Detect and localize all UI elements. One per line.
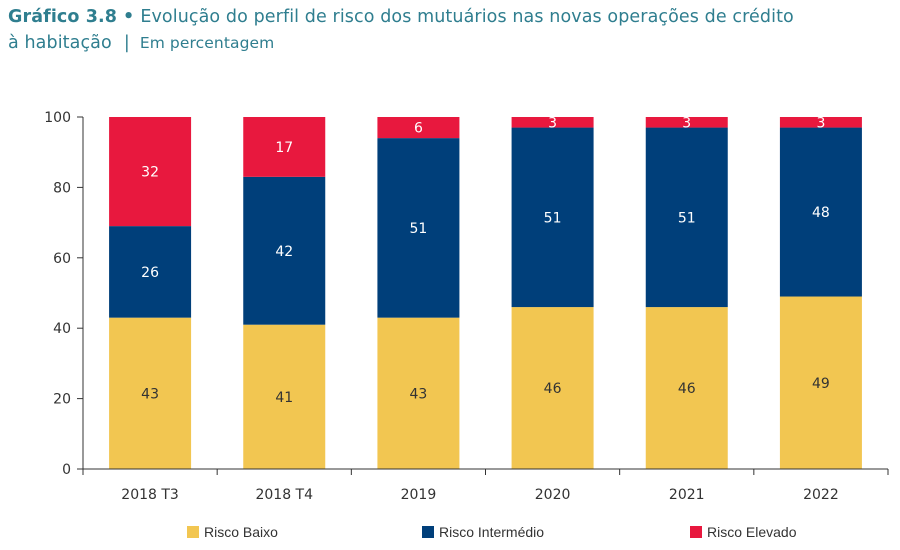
bar-segment (779, 296, 862, 469)
legend-label: Risco Intermédio (439, 524, 544, 540)
legend-label: Risco Baixo (204, 524, 278, 540)
bar-segment (377, 117, 460, 139)
bar-segment (109, 117, 192, 227)
bar-value-label: 3 (548, 115, 557, 131)
y-tick-label: 100 (44, 110, 71, 126)
bar-segment (645, 307, 728, 469)
bar-value-label: 42 (275, 244, 293, 260)
bar-value-label: 46 (678, 381, 696, 397)
bar-value-label: 51 (544, 210, 562, 226)
chart-number: Gráfico 3.8 (8, 7, 118, 27)
y-tick-label: 0 (62, 462, 71, 478)
bar-segment (109, 317, 192, 469)
y-tick-label: 60 (53, 251, 71, 267)
x-category-label: 2021 (669, 487, 705, 503)
bar-value-label: 48 (812, 205, 830, 221)
x-category-label: 2020 (535, 487, 571, 503)
bar-value-label: 43 (141, 386, 159, 402)
bar-value-label: 43 (410, 386, 428, 402)
title-separator: • (123, 7, 135, 27)
bar-value-label: 3 (816, 115, 825, 131)
chart-title-line-2: à habitação | Em percentagem (8, 30, 893, 56)
legend-swatch (187, 526, 199, 538)
bar-segment (377, 317, 460, 469)
bar-segment (645, 127, 728, 308)
bar-segment (109, 226, 192, 318)
legend-swatch (690, 526, 702, 538)
y-tick-label: 20 (53, 392, 71, 408)
bar-value-label: 51 (678, 210, 696, 226)
bar-value-label: 41 (275, 390, 293, 406)
chart-title-text: Evolução do perfil de risco dos mutuário… (140, 7, 794, 27)
bar-value-label: 6 (414, 121, 423, 137)
bar-segment (243, 117, 326, 177)
bar-segment (377, 138, 460, 318)
chart-unit: Em percentagem (139, 34, 275, 52)
bar-value-label: 3 (682, 115, 691, 131)
bar-value-label: 49 (812, 376, 830, 392)
bar-value-label: 46 (544, 381, 562, 397)
bar-segment (511, 117, 594, 128)
unit-separator: | (123, 33, 130, 53)
bar-value-label: 51 (410, 221, 428, 237)
bar-segment (779, 127, 862, 297)
y-tick-label: 80 (53, 180, 71, 196)
bar-segment (243, 324, 326, 469)
bar-segment (243, 176, 326, 325)
legend-swatch (422, 526, 434, 538)
bar-value-label: 26 (141, 265, 159, 281)
bar-segment (511, 307, 594, 469)
legend-label: Risco Elevado (707, 524, 797, 540)
chart-title-text-continued: à habitação (8, 33, 112, 53)
chart-title: Gráfico 3.8 • Evolução do perfil de risco … (8, 4, 893, 56)
y-tick-label: 40 (53, 321, 71, 337)
chart-title-line-1: Gráfico 3.8 • Evolução do perfil de risco … (8, 4, 893, 30)
x-category-label: 2018 T3 (121, 487, 179, 503)
x-category-label: 2019 (401, 487, 437, 503)
bar-segment (511, 127, 594, 308)
bar-value-label: 17 (275, 140, 293, 156)
x-category-label: 2022 (803, 487, 839, 503)
bar-value-label: 32 (141, 165, 159, 181)
x-category-label: 2018 T4 (255, 487, 313, 503)
bar-segment (779, 117, 862, 128)
bar-segment (645, 117, 728, 128)
